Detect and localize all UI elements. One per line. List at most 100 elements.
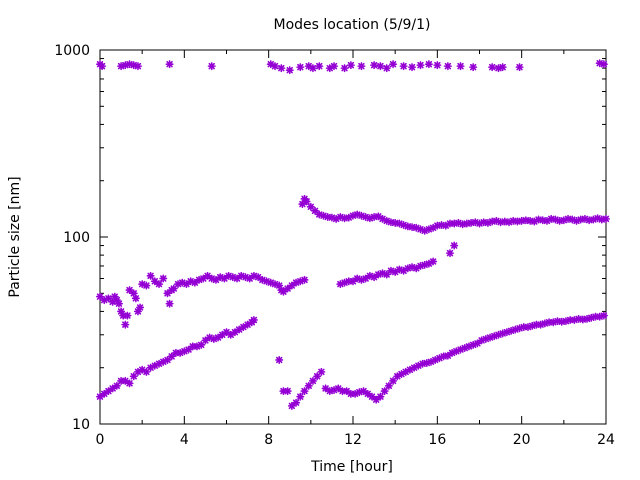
data-point (114, 299, 123, 308)
data-point (123, 311, 132, 320)
series-2 (96, 271, 309, 329)
data-point (370, 61, 379, 70)
data-point (165, 299, 174, 308)
chart-title: Modes location (5/9/1) (274, 17, 431, 33)
data-point (165, 60, 174, 69)
axis-ticks (99, 49, 607, 425)
data-point (108, 384, 117, 393)
data-point (96, 292, 104, 301)
data-point (380, 387, 389, 396)
series-3 (298, 194, 611, 235)
data-point (275, 355, 284, 364)
data-point (384, 381, 393, 390)
data-point (346, 61, 355, 70)
data-point (357, 62, 366, 71)
data-point (207, 62, 216, 71)
x-tick-labels: 0 4 8 12 16 20 24 (96, 432, 615, 448)
data-point (296, 392, 305, 401)
data-point (239, 323, 248, 332)
data-point (300, 387, 309, 396)
data-point (129, 372, 138, 381)
data-point (399, 62, 408, 71)
data-points (96, 59, 611, 410)
data-point (538, 216, 547, 225)
data-point (469, 63, 478, 72)
data-point (376, 392, 385, 401)
series-5 (96, 311, 608, 410)
data-point (498, 63, 507, 72)
data-point (488, 63, 497, 72)
data-point (382, 64, 391, 73)
x-tick-label: 8 (264, 432, 273, 448)
y-tick-label: 1000 (54, 43, 90, 59)
data-point (376, 62, 385, 71)
x-tick-label: 0 (96, 432, 105, 448)
x-tick-label: 20 (513, 432, 531, 448)
data-point (599, 311, 608, 320)
data-point (220, 274, 229, 283)
data-point (283, 387, 292, 396)
data-point (450, 241, 459, 250)
data-point (249, 315, 258, 324)
data-point (370, 273, 379, 282)
y-tick-label: 10 (72, 417, 90, 433)
data-point (330, 62, 339, 71)
data-point (155, 280, 164, 289)
data-point (399, 266, 408, 275)
series-4 (336, 241, 459, 289)
data-point (142, 281, 151, 290)
data-point (433, 61, 442, 70)
data-point (100, 389, 109, 398)
series-1 (96, 59, 608, 75)
data-point (292, 398, 301, 407)
data-point (222, 328, 231, 337)
data-point (492, 216, 501, 225)
data-point (536, 320, 545, 329)
data-point (304, 381, 313, 390)
data-point (515, 63, 524, 72)
data-point (285, 66, 294, 75)
data-point (112, 381, 121, 390)
x-tick-label: 16 (428, 432, 446, 448)
data-point (270, 62, 279, 71)
data-point (431, 355, 440, 364)
data-point (277, 64, 286, 73)
data-point (131, 294, 140, 303)
data-point (121, 320, 130, 329)
data-point (214, 333, 223, 342)
data-point (296, 63, 305, 72)
data-point (136, 303, 145, 312)
data-point (340, 64, 349, 73)
data-point (182, 280, 191, 289)
y-axis-label: Particle size [nm] (7, 176, 23, 297)
data-point (302, 197, 311, 206)
data-point (416, 61, 425, 70)
data-point (315, 62, 324, 71)
data-point (445, 249, 454, 258)
data-point (443, 62, 452, 71)
data-point (308, 64, 317, 73)
data-point (317, 367, 326, 376)
y-tick-label: 100 (63, 230, 90, 246)
x-tick-label: 12 (344, 432, 362, 448)
data-point (424, 60, 433, 69)
data-point (408, 63, 417, 72)
data-point (601, 214, 611, 223)
x-tick-label: 24 (597, 432, 615, 448)
data-point (391, 267, 400, 276)
data-point (429, 257, 438, 266)
x-axis-label: Time [hour] (310, 459, 393, 475)
data-point (300, 275, 309, 284)
data-point (159, 274, 168, 283)
data-point (146, 271, 155, 280)
data-point (125, 379, 134, 388)
data-point (98, 62, 107, 71)
data-point (133, 62, 142, 71)
y-tick-labels: 10 100 1000 (54, 43, 90, 433)
x-tick-label: 4 (180, 432, 189, 448)
plot-area-frame (99, 49, 607, 425)
data-point (389, 60, 398, 69)
data-point (599, 60, 608, 69)
data-point (167, 352, 176, 361)
